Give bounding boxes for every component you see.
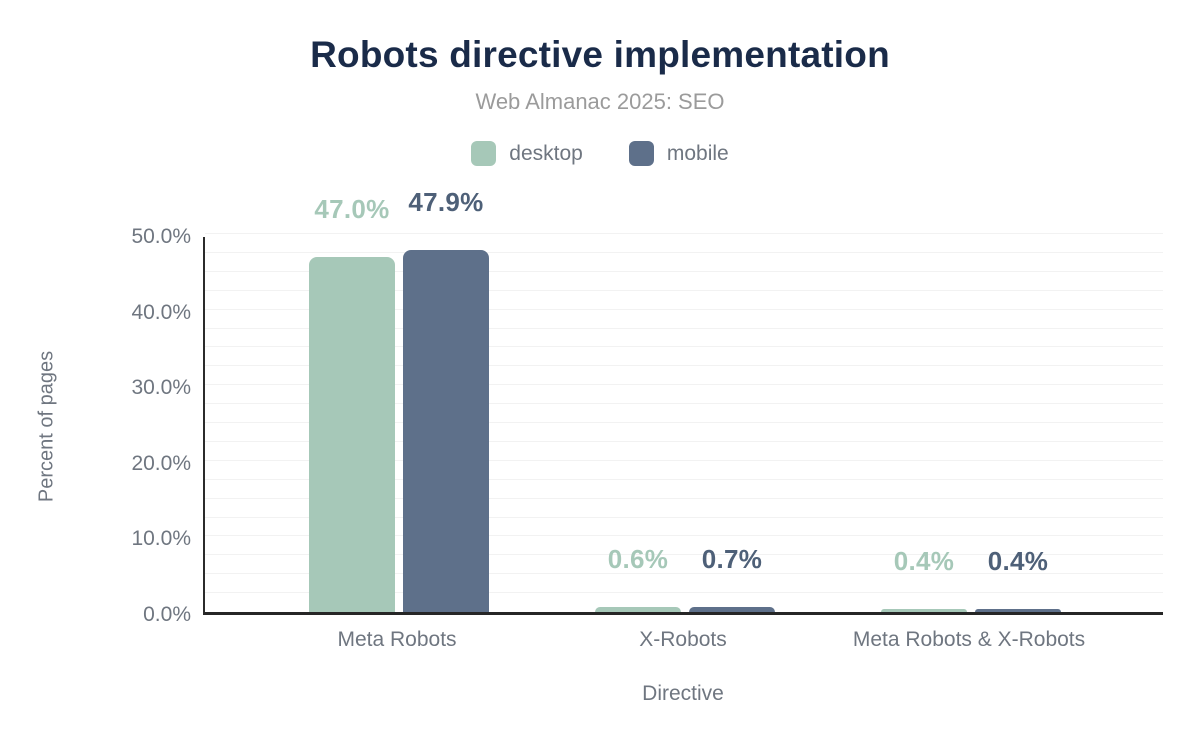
bar-value-label-desktop: 47.0% [314, 193, 390, 224]
x-axis-title: Directive [642, 682, 724, 705]
legend-swatch-icon [628, 141, 654, 166]
legend-label: desktop [509, 141, 583, 165]
bar-mobile-x-robots[interactable] [689, 606, 775, 612]
gridline [205, 308, 1163, 310]
gridline [205, 497, 1163, 499]
chart-subtitle: Web Almanac 2025: SEO [475, 89, 725, 114]
bar-desktop-meta-robots[interactable] [309, 256, 395, 612]
gridline [205, 535, 1163, 537]
gridline [205, 346, 1163, 348]
x-category-label: Meta Robots & X-Robots [852, 628, 1086, 651]
legend-swatch-icon [471, 141, 497, 166]
gridline [205, 365, 1163, 367]
bar-value-label-desktop: 0.6% [607, 544, 669, 575]
x-category-label: X-Robots [639, 628, 727, 651]
gridline [205, 384, 1163, 386]
bar-desktop-x-robots[interactable] [595, 607, 681, 612]
y-tick-label: 20.0% [131, 451, 191, 475]
bar-value-label-mobile: 0.4% [987, 545, 1049, 576]
y-tick-label: 10.0% [131, 527, 191, 551]
gridline [205, 573, 1163, 575]
bar-mobile-meta-robots[interactable] [403, 249, 489, 612]
y-tick-label: 0.0% [143, 603, 191, 626]
gridline [205, 554, 1163, 556]
gridline [205, 289, 1163, 291]
gridline [205, 233, 1163, 234]
gridline [205, 251, 1163, 253]
gridline [205, 327, 1163, 329]
plot-area: 47.0% 47.9% 0.6% 0.7% 0.4% 0.4% [203, 187, 1163, 615]
gridline [205, 270, 1163, 272]
bar-desktop-meta-robots-x-robots[interactable] [881, 608, 967, 612]
gridline [205, 440, 1163, 442]
gridline [205, 592, 1163, 594]
gridline [205, 403, 1163, 405]
legend-item-desktop[interactable]: desktop [471, 141, 583, 166]
gridline [205, 459, 1163, 461]
bar-value-label-mobile: 0.7% [701, 543, 763, 574]
x-category-label: Meta Robots [337, 628, 457, 651]
gridline [205, 422, 1163, 423]
bar-mobile-meta-robots-x-robots[interactable] [975, 608, 1061, 612]
y-axis-title: Percent of pages [35, 350, 58, 503]
bar-value-label-desktop: 0.4% [893, 545, 955, 576]
legend: desktop mobile [0, 141, 1200, 166]
y-tick-label: 40.0% [131, 300, 191, 324]
legend-label: mobile [666, 141, 729, 165]
y-tick-label: 30.0% [131, 376, 191, 400]
y-tick-label: 50.0% [131, 225, 191, 248]
gridline [205, 516, 1163, 518]
legend-item-mobile[interactable]: mobile [628, 141, 729, 166]
bar-value-label-mobile: 47.9% [408, 186, 484, 217]
page-title: Robots directive implementation [310, 34, 890, 75]
gridline [205, 478, 1163, 480]
